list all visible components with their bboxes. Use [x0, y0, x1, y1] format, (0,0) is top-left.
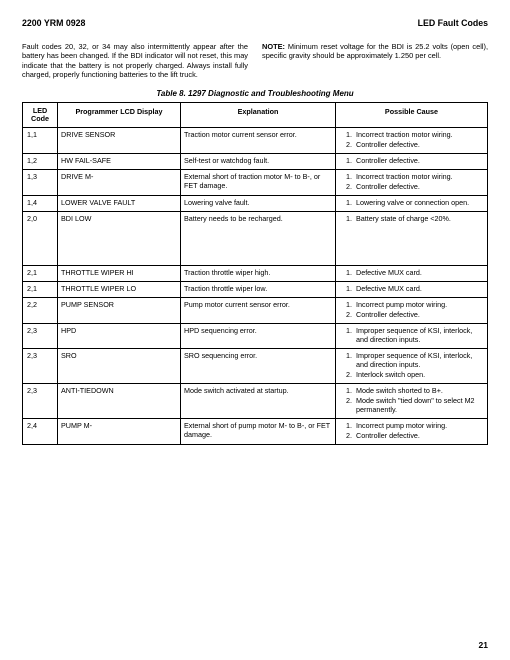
cell-programmer: THROTTLE WIPER LO [58, 281, 181, 297]
diagnostic-table: LED Code Programmer LCD Display Explanat… [22, 102, 488, 445]
cell-led-code: 2,2 [23, 297, 58, 323]
cell-led-code: 1,1 [23, 127, 58, 153]
cell-programmer: BDI LOW [58, 211, 181, 265]
table-row: 1,2HW FAIL-SAFESelf-test or watchdog fau… [23, 153, 488, 169]
cell-possible-cause: Incorrect traction motor wiring.Controll… [336, 127, 488, 153]
cell-explanation: Lowering valve fault. [181, 195, 336, 211]
cell-programmer: LOWER VALVE FAULT [58, 195, 181, 211]
cause-item: Controller defective. [354, 182, 484, 191]
cell-possible-cause: Defective MUX card. [336, 265, 488, 281]
cell-led-code: 2,1 [23, 265, 58, 281]
cell-possible-cause: Lowering valve or connection open. [336, 195, 488, 211]
cell-led-code: 1,4 [23, 195, 58, 211]
cell-programmer: HW FAIL-SAFE [58, 153, 181, 169]
cause-item: Improper sequence of KSI, interlock, and… [354, 351, 484, 369]
cause-item: Defective MUX card. [354, 268, 484, 277]
cell-led-code: 1,2 [23, 153, 58, 169]
cell-explanation: Traction throttle wiper high. [181, 265, 336, 281]
cell-led-code: 2,1 [23, 281, 58, 297]
cell-programmer: DRIVE SENSOR [58, 127, 181, 153]
cause-item: Controller defective. [354, 431, 484, 440]
cause-item: Improper sequence of KSI, interlock, and… [354, 326, 484, 344]
cell-possible-cause: Improper sequence of KSI, interlock, and… [336, 323, 488, 348]
cell-led-code: 2,3 [23, 323, 58, 348]
cell-programmer: DRIVE M- [58, 169, 181, 195]
cell-possible-cause: Improper sequence of KSI, interlock, and… [336, 348, 488, 383]
cell-programmer: THROTTLE WIPER HI [58, 265, 181, 281]
table-row: 2,3HPDHPD sequencing error. Improper sequ… [23, 323, 488, 348]
cell-explanation: Traction throttle wiper low. [181, 281, 336, 297]
cause-item: Battery state of charge <20%. [354, 214, 484, 223]
cause-item: Defective MUX card. [354, 284, 484, 293]
cell-explanation: Self-test or watchdog fault. [181, 153, 336, 169]
cell-possible-cause: Incorrect pump motor wiring.Controller d… [336, 297, 488, 323]
cause-item: Controller defective. [354, 156, 484, 165]
table-row: 2,1THROTTLE WIPER LOTraction throttle wi… [23, 281, 488, 297]
table-row: 2,4PUMP M-External short of pump motor M… [23, 418, 488, 444]
cause-item: Controller defective. [354, 140, 484, 149]
cell-programmer: PUMP SENSOR [58, 297, 181, 323]
cell-possible-cause: Incorrect traction motor wiring.Controll… [336, 169, 488, 195]
cell-explanation: External short of traction motor M- to B… [181, 169, 336, 195]
table-row: 1,3DRIVE M-External short of traction mo… [23, 169, 488, 195]
cell-led-code: 2,0 [23, 211, 58, 265]
cause-item: Controller defective. [354, 310, 484, 319]
table-row: 1,1DRIVE SENSORTraction motor current se… [23, 127, 488, 153]
cause-item: Incorrect pump motor wiring. [354, 300, 484, 309]
cell-possible-cause: Defective MUX card. [336, 281, 488, 297]
cell-explanation: Battery needs to be recharged. [181, 211, 336, 265]
cell-led-code: 2,3 [23, 383, 58, 418]
header-right: LED Fault Codes [418, 18, 488, 28]
cell-programmer: HPD [58, 323, 181, 348]
header-programmer: Programmer LCD Display [58, 103, 181, 128]
page-header: 2200 YRM 0928 LED Fault Codes [22, 18, 488, 28]
table-row: 2,0BDI LOWBattery needs to be recharged.… [23, 211, 488, 265]
cell-led-code: 2,3 [23, 348, 58, 383]
note-label: NOTE: [262, 42, 285, 51]
cause-item: Incorrect traction motor wiring. [354, 172, 484, 181]
intro-left-column: Fault codes 20, 32, or 34 may also inter… [22, 42, 248, 79]
cell-programmer: PUMP M- [58, 418, 181, 444]
cell-explanation: Pump motor current sensor error. [181, 297, 336, 323]
cause-item: Incorrect traction motor wiring. [354, 130, 484, 139]
cell-explanation: SRO sequencing error. [181, 348, 336, 383]
table-header-row: LED Code Programmer LCD Display Explanat… [23, 103, 488, 128]
cell-led-code: 1,3 [23, 169, 58, 195]
table-row: 2,3SROSRO sequencing error. Improper sequ… [23, 348, 488, 383]
table-row: 2,1THROTTLE WIPER HITraction throttle wi… [23, 265, 488, 281]
page-number: 21 [479, 640, 488, 650]
cell-possible-cause: Incorrect pump motor wiring.Controller d… [336, 418, 488, 444]
table-row: 1,4LOWER VALVE FAULTLowering valve fault… [23, 195, 488, 211]
header-cause: Possible Cause [336, 103, 488, 128]
cell-possible-cause: Controller defective. [336, 153, 488, 169]
cell-programmer: ANTI-TIEDOWN [58, 383, 181, 418]
table-row: 2,3ANTI-TIEDOWNMode switch activated at … [23, 383, 488, 418]
cell-explanation: Mode switch activated at startup. [181, 383, 336, 418]
header-left: 2200 YRM 0928 [22, 18, 85, 28]
table-caption: Table 8. 1297 Diagnostic and Troubleshoo… [22, 89, 488, 98]
cell-explanation: Traction motor current sensor error. [181, 127, 336, 153]
intro-block: Fault codes 20, 32, or 34 may also inter… [22, 42, 488, 79]
table-row: 2,2PUMP SENSORPump motor current sensor … [23, 297, 488, 323]
cause-item: Lowering valve or connection open. [354, 198, 484, 207]
intro-right-column: NOTE: Minimum reset voltage for the BDI … [262, 42, 488, 79]
cell-explanation: HPD sequencing error. [181, 323, 336, 348]
cell-possible-cause: Battery state of charge <20%. [336, 211, 488, 265]
cell-programmer: SRO [58, 348, 181, 383]
cell-explanation: External short of pump motor M- to B-, o… [181, 418, 336, 444]
header-explanation: Explanation [181, 103, 336, 128]
cause-item: Interlock switch open. [354, 370, 484, 379]
cell-possible-cause: Mode switch shorted to B+.Mode switch "t… [336, 383, 488, 418]
cell-led-code: 2,4 [23, 418, 58, 444]
header-led-code: LED Code [23, 103, 58, 128]
intro-right-text: Minimum reset voltage for the BDI is 25.… [262, 42, 488, 60]
cause-item: Mode switch shorted to B+. [354, 386, 484, 395]
cause-item: Incorrect pump motor wiring. [354, 421, 484, 430]
cause-item: Mode switch "tied down" to select M2 per… [354, 396, 484, 414]
